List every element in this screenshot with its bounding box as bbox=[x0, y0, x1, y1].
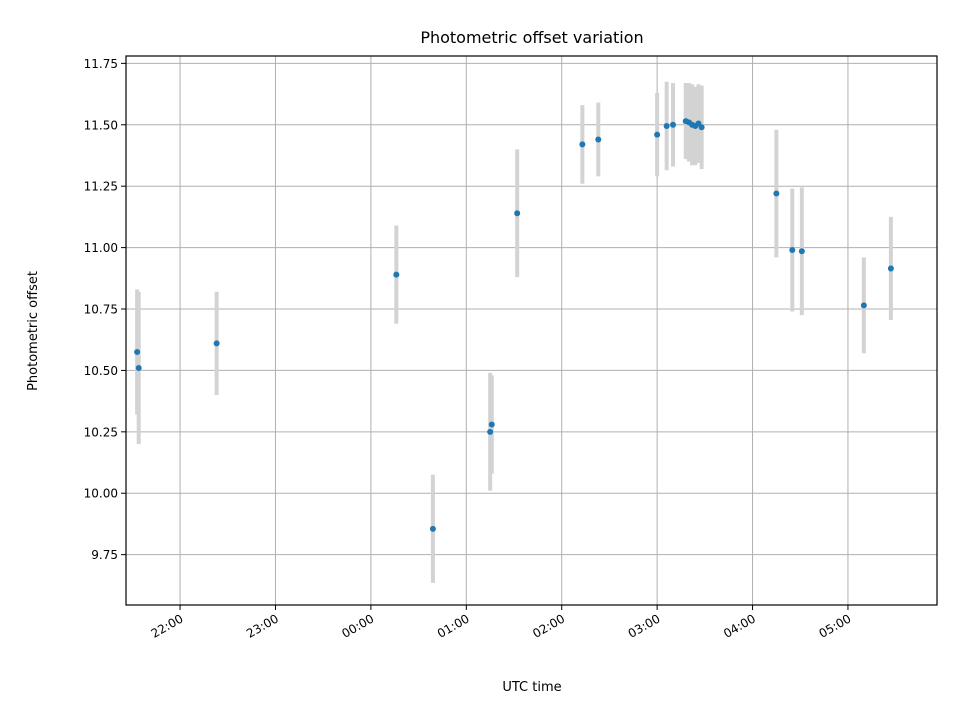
x-tick-label: 00:00 bbox=[339, 611, 376, 640]
y-tick-label: 11.25 bbox=[84, 180, 118, 194]
x-tick-label: 02:00 bbox=[530, 611, 567, 640]
data-point bbox=[393, 271, 400, 278]
data-point bbox=[789, 247, 796, 254]
x-tick-label: 04:00 bbox=[721, 611, 758, 640]
x-axis-ticks: 22:00 23:00 00:00 01:00 02:00 03:00 04:00 05:00 bbox=[149, 605, 853, 641]
data-point bbox=[773, 190, 780, 197]
data-point bbox=[654, 131, 661, 138]
y-tick-label: 10.50 bbox=[84, 364, 118, 378]
x-tick-label: 23:00 bbox=[244, 611, 281, 640]
data-point bbox=[487, 428, 494, 435]
data-point bbox=[887, 265, 894, 272]
y-tick-label: 11.75 bbox=[84, 57, 118, 71]
data-point bbox=[698, 124, 705, 131]
data-point bbox=[670, 121, 677, 128]
chart-title: Photometric offset variation bbox=[420, 28, 643, 47]
data-points bbox=[134, 118, 894, 532]
plot-frame bbox=[125, 55, 938, 606]
data-point bbox=[860, 302, 867, 309]
y-tick-label: 9.75 bbox=[91, 548, 118, 562]
grid-lines bbox=[126, 56, 937, 605]
data-point bbox=[134, 348, 141, 355]
y-tick-label: 10.75 bbox=[84, 303, 118, 317]
y-tick-label: 10.00 bbox=[84, 487, 118, 501]
x-tick-label: 22:00 bbox=[149, 611, 186, 640]
y-axis-ticks: 9.75 10.00 10.25 10.50 10.75 11.00 11.25 11.50 1… bbox=[84, 57, 126, 562]
x-tick-label: 01:00 bbox=[435, 611, 472, 640]
data-point bbox=[798, 248, 805, 255]
data-point bbox=[579, 141, 586, 148]
x-tick-label: 03:00 bbox=[626, 611, 663, 640]
data-point bbox=[663, 123, 670, 130]
data-point bbox=[429, 525, 436, 532]
x-tick-label: 05:00 bbox=[816, 611, 853, 640]
x-axis-label: UTC time bbox=[502, 680, 561, 695]
data-point bbox=[213, 340, 220, 347]
y-axis-label: Photometric offset bbox=[26, 271, 41, 391]
y-tick-label: 10.25 bbox=[84, 425, 118, 439]
data-point bbox=[514, 210, 521, 217]
y-tick-label: 11.50 bbox=[84, 118, 118, 132]
data-point bbox=[135, 364, 142, 371]
data-point bbox=[595, 136, 602, 143]
y-tick-label: 11.00 bbox=[84, 241, 118, 255]
data-point bbox=[488, 421, 495, 428]
error-bars bbox=[135, 81, 893, 583]
